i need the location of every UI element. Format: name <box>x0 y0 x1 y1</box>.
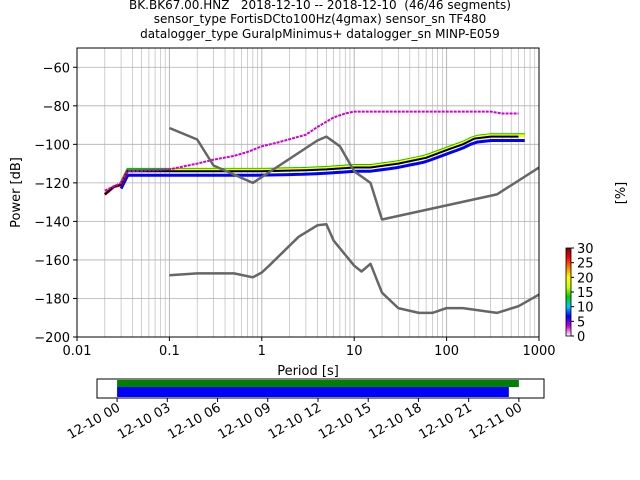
coverage-bar <box>117 380 519 387</box>
coverage-tick-label: 12-10 00 <box>65 400 123 442</box>
coverage-tick-label: 12-11 00 <box>467 400 525 442</box>
histogram-band <box>119 139 525 190</box>
series-line-1 <box>104 110 519 192</box>
coverage-tick-label: 12-10 06 <box>165 400 223 442</box>
series-line-2 <box>168 126 539 221</box>
y-tick-label: −60 <box>43 61 70 76</box>
x-tick-label: 1000 <box>522 344 555 359</box>
plot-frame <box>76 47 540 338</box>
colorbar-tick-label: 20 <box>577 271 594 286</box>
x-tick-label: 100 <box>434 344 459 359</box>
chart-title-line-3: datalogger_type GuralpMinimus+ datalogge… <box>140 27 500 41</box>
colorbar <box>565 247 572 337</box>
x-tick-label: 1 <box>258 344 266 359</box>
colorbar-tick-label: 0 <box>577 330 585 345</box>
coverage-tick-label: 12-10 18 <box>366 400 424 442</box>
y-tick-label: −160 <box>34 254 70 269</box>
y-tick-label: −80 <box>43 100 70 115</box>
y-tick-label: −120 <box>34 177 70 192</box>
colorbar-tick-label: 15 <box>577 286 594 301</box>
chart-title-line-1: BK.BK67.00.HNZ 2018-12-10 -- 2018-12-10 … <box>129 0 511 12</box>
colorbar-tick-label: 10 <box>577 301 594 316</box>
chart-title-line-2: sensor_type FortisDCto100Hz(4gmax) senso… <box>153 12 487 26</box>
y-axis-label: Power [dB] <box>9 157 24 228</box>
colorbar-label: [%] <box>614 182 629 205</box>
colorbar-tick-label: 30 <box>577 242 594 257</box>
colorbar-tick-label: 25 <box>577 257 594 272</box>
y-tick-label: −200 <box>34 331 70 346</box>
y-tick-label: −180 <box>34 292 70 307</box>
x-tick-label: 10 <box>346 344 363 359</box>
coverage-tick-label: 12-10 15 <box>316 400 374 442</box>
x-axis-label: Period [s] <box>277 364 339 379</box>
coverage-tick-label: 12-10 03 <box>115 400 173 442</box>
x-tick-label: 0.1 <box>159 344 180 359</box>
x-tick-label: 0.01 <box>63 344 92 359</box>
coverage-tick-label: 12-10 21 <box>417 400 475 442</box>
coverage-tick-label: 12-10 09 <box>216 400 274 442</box>
colorbar-tick-label: 5 <box>577 315 585 330</box>
y-tick-label: −100 <box>34 138 70 153</box>
coverage-tick-label: 12-10 12 <box>266 400 324 442</box>
series-line-3 <box>169 223 539 315</box>
y-tick-label: −140 <box>34 215 70 230</box>
coverage-bar <box>117 387 509 397</box>
